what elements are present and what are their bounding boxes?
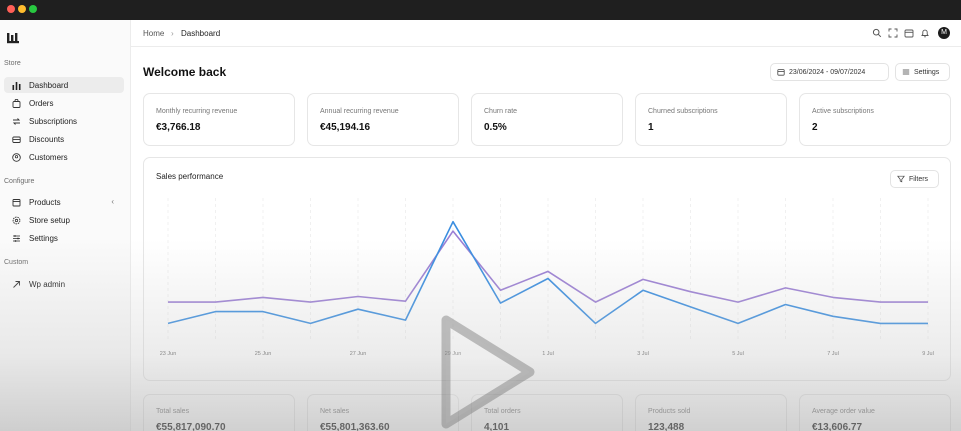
maximize-window-button[interactable] (29, 5, 37, 13)
sidebar: Store Dashboard Orders Subscriptions Dis… (0, 20, 131, 431)
sidebar-section-store: Store (4, 60, 21, 67)
sidebar-item-label: Dashboard (29, 80, 69, 90)
search-icon[interactable] (872, 28, 882, 38)
metric-card-total-orders: Total orders 4,101 (471, 394, 623, 431)
metric-card-churn-rate: Churn rate 0.5% (471, 93, 623, 146)
sidebar-item-settings[interactable]: Settings (4, 230, 124, 246)
sidebar-item-discounts[interactable]: Discounts (4, 131, 124, 147)
external-arrow-icon (11, 279, 21, 289)
metric-label: Active subscriptions (812, 108, 874, 115)
sidebar-item-customers[interactable]: Customers (4, 149, 124, 165)
filter-icon (897, 175, 905, 183)
settings-button-label: Settings (914, 68, 940, 76)
metric-card-products-sold: Products sold 123,488 (635, 394, 787, 431)
metric-value: €55,817,090.70 (156, 422, 226, 431)
sidebar-item-label: Orders (29, 98, 54, 108)
bar-chart-icon (11, 80, 21, 90)
metric-label: Average order value (812, 408, 875, 415)
sales-performance-chart: 23 Jun 25 Jun 27 Jun 29 Jun 1 Jul 3 Jul 5 Jul 7… (160, 198, 934, 357)
sidebar-item-label: Customers (29, 152, 68, 162)
sidebar-item-orders[interactable]: Orders (4, 95, 124, 111)
close-window-button[interactable] (7, 5, 15, 13)
sidebar-item-label: Store setup (29, 215, 70, 225)
metric-card-active-subscriptions: Active subscriptions 2 (799, 93, 951, 146)
chart-title: Sales performance (156, 172, 224, 181)
metric-card-average-order-value: Average order value €13,606.77 (799, 394, 951, 431)
date-range-label: 23/06/2024 - 09/07/2024 (789, 68, 866, 76)
calendar-icon[interactable] (904, 28, 914, 38)
x-tick-label: 7 Jul (827, 351, 839, 357)
metric-label: Churned subscriptions (648, 108, 718, 115)
metric-label: Total sales (156, 408, 190, 415)
bell-icon[interactable] (920, 28, 930, 38)
ticket-icon (11, 134, 21, 144)
breadcrumb-home[interactable]: Home (143, 29, 165, 38)
repeat-icon (11, 116, 21, 126)
filters-button-label: Filters (909, 175, 929, 183)
box-icon (11, 197, 21, 207)
top-bar: Home › Dashboard M (131, 20, 961, 47)
metric-value: €45,194.16 (320, 122, 371, 133)
metric-card-total-sales: Total sales €55,817,090.70 (143, 394, 295, 431)
metric-card-mrr: Monthly recurring revenue €3,766.18 (143, 93, 295, 146)
metric-label: Products sold (648, 408, 691, 415)
sidebar-item-label: Wp admin (29, 279, 66, 289)
x-tick-label: 27 Jun (350, 351, 367, 357)
date-range-picker[interactable]: 23/06/2024 - 09/07/2024 (770, 63, 889, 81)
metric-value: €13,606.77 (812, 422, 863, 431)
calendar-icon (777, 68, 785, 76)
filters-button[interactable]: Filters (890, 170, 939, 188)
sidebar-item-store-setup[interactable]: Store setup (4, 212, 124, 228)
sidebar-section-custom: Custom (4, 259, 29, 266)
x-tick-label: 9 Jul (922, 351, 934, 357)
sidebar-item-products[interactable]: Products ‹ (4, 194, 124, 210)
page-title: Welcome back (143, 65, 227, 79)
sidebar-item-label: Products (29, 197, 61, 207)
user-circle-icon (11, 152, 21, 162)
x-tick-label: 3 Jul (637, 351, 649, 357)
sidebar-item-label: Discounts (29, 134, 65, 144)
x-tick-label: 1 Jul (542, 351, 554, 357)
metric-value: €55,801,363.60 (320, 422, 390, 431)
metric-label: Churn rate (484, 108, 518, 115)
metric-value: 1 (648, 122, 654, 133)
window-titlebar (0, 0, 961, 20)
list-icon (902, 68, 910, 76)
x-tick-label: 5 Jul (732, 351, 744, 357)
minimize-window-button[interactable] (18, 5, 26, 13)
sidebar-item-label: Subscriptions (29, 116, 78, 126)
fullscreen-icon[interactable] (888, 28, 898, 38)
x-tick-label: 25 Jun (255, 351, 272, 357)
bars-logo-icon[interactable] (7, 32, 19, 44)
metric-value: 123,488 (648, 422, 685, 431)
x-tick-label: 29 Jun (445, 351, 462, 357)
sidebar-item-subscriptions[interactable]: Subscriptions (4, 113, 124, 129)
avatar[interactable]: M (938, 27, 950, 39)
settings-button[interactable]: Settings (895, 63, 950, 81)
sidebar-item-label: Settings (29, 233, 58, 243)
sales-performance-card: Sales performance Filters 23 Jun 25 Jun 27… (143, 157, 951, 381)
metric-card-net-sales: Net sales €55,801,363.60 (307, 394, 459, 431)
x-tick-label: 23 Jun (160, 351, 177, 357)
metric-label: Monthly recurring revenue (156, 108, 238, 115)
breadcrumb-current: Dashboard (181, 29, 221, 38)
gear-icon (11, 215, 21, 225)
sliders-icon (11, 233, 21, 243)
metric-value: €3,766.18 (156, 122, 201, 133)
metric-value: 0.5% (484, 122, 507, 133)
metric-card-arr: Annual recurring revenue €45,194.16 (307, 93, 459, 146)
metric-value: 4,101 (484, 422, 510, 431)
shopping-bag-icon (11, 98, 21, 108)
metric-label: Total orders (484, 408, 521, 415)
chevron-left-icon[interactable]: ‹ (111, 197, 114, 206)
metric-card-churned-subscriptions: Churned subscriptions 1 (635, 93, 787, 146)
metric-label: Net sales (320, 408, 350, 415)
breadcrumb-separator: › (171, 29, 174, 38)
metric-value: 2 (812, 122, 818, 133)
sidebar-item-dashboard[interactable]: Dashboard (4, 77, 124, 93)
metric-label: Annual recurring revenue (320, 108, 399, 115)
sidebar-item-wp-admin[interactable]: Wp admin (4, 276, 124, 292)
sidebar-section-configure: Configure (4, 178, 35, 185)
